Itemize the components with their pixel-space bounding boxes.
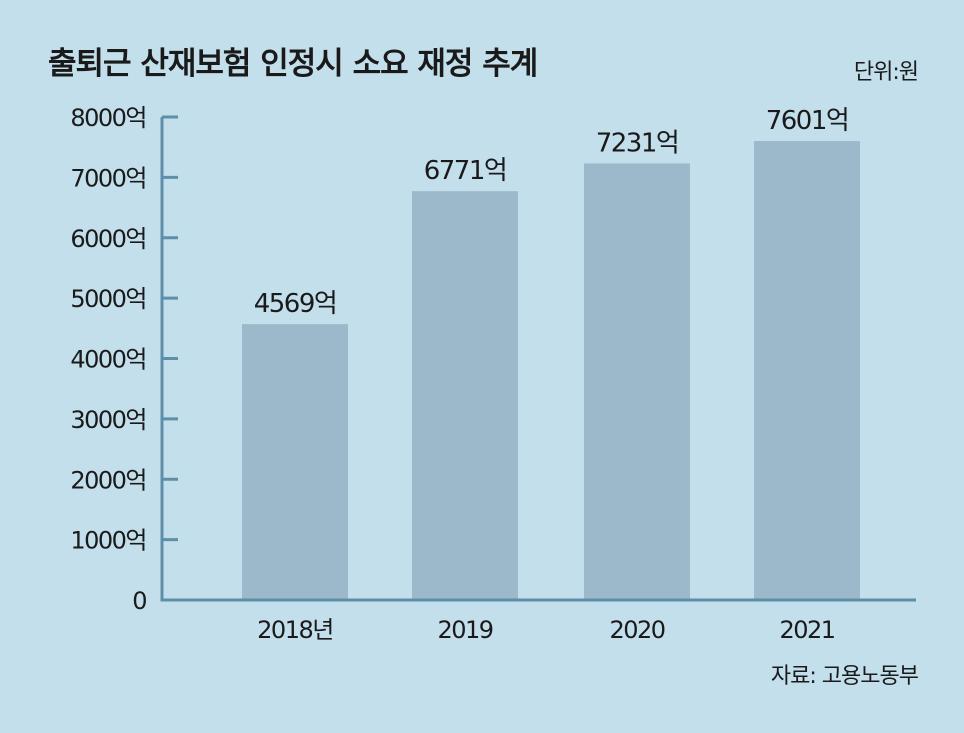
y-tick-label-3: 3000억	[70, 406, 146, 434]
bar-2	[584, 163, 690, 600]
y-tick-label-5: 5000억	[70, 285, 146, 313]
y-tick-label-6: 6000억	[70, 225, 146, 253]
data-label-3: 7601억	[766, 106, 849, 136]
bar-1	[412, 191, 518, 601]
labels-group: 4569억 6771억 7231억 7601억 0 1000억 2000억 3000억 4000…	[70, 104, 849, 644]
data-label-0: 4569억	[254, 289, 337, 319]
y-tick-label-2: 2000억	[70, 466, 146, 494]
bars-group	[242, 141, 860, 601]
bar-0	[242, 324, 348, 600]
y-tick-label-7: 7000억	[70, 164, 146, 192]
x-tick-label-2: 2020	[609, 616, 664, 644]
data-label-2: 7231억	[596, 128, 679, 158]
unit-note: 단위:원	[853, 60, 919, 85]
source-note: 자료: 고용노동부	[770, 664, 919, 689]
y-tick-label-1: 1000억	[70, 527, 146, 555]
y-tick-label-8: 8000억	[70, 104, 146, 132]
x-tick-label-1: 2019	[437, 616, 492, 644]
axes-group	[160, 115, 916, 602]
x-tick-label-0: 2018년	[257, 616, 333, 644]
x-tick-label-3: 2021	[779, 616, 834, 644]
y-tick-label-0: 0	[132, 587, 146, 615]
bar-3	[754, 141, 860, 600]
chart-title: 출퇴근 산재보험 인정시 소요 재정 추계	[48, 46, 538, 82]
data-label-1: 6771억	[424, 156, 507, 186]
y-tick-label-4: 4000억	[70, 346, 146, 374]
